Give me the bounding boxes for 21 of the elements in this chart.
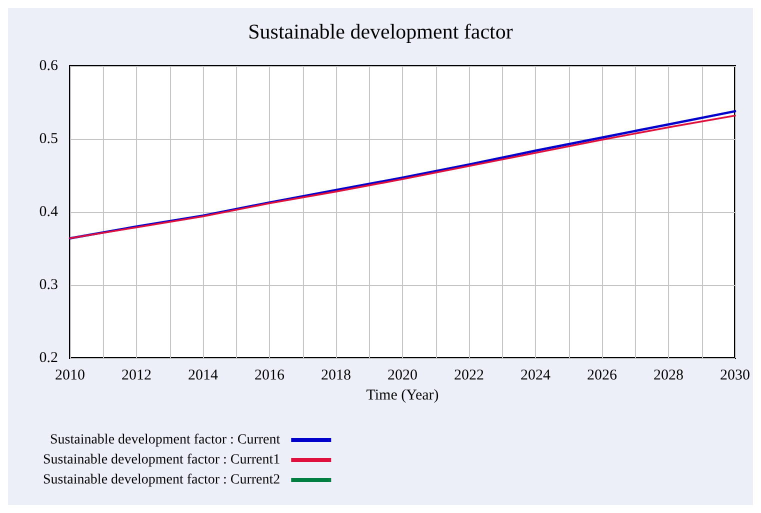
chart-title: Sustainable development factor bbox=[248, 20, 513, 44]
x-tick-label: 2010 bbox=[55, 368, 85, 384]
x-tick-label: 2030 bbox=[720, 368, 750, 384]
y-tick-label: 0.5 bbox=[39, 131, 58, 147]
legend-label: Sustainable development factor : Current2 bbox=[42, 472, 280, 488]
y-tick-label: 0.4 bbox=[39, 204, 58, 220]
x-axis-title: Time (Year) bbox=[366, 388, 439, 404]
y-tick-label: 0.6 bbox=[39, 58, 58, 74]
legend-label: Sustainable development factor : Current bbox=[50, 432, 280, 448]
x-tick-label: 2016 bbox=[254, 368, 285, 384]
x-tick-label: 2028 bbox=[654, 368, 684, 384]
y-tick-label: 0.2 bbox=[39, 350, 58, 366]
x-tick-label: 2014 bbox=[188, 368, 218, 384]
x-tick-label: 2012 bbox=[122, 368, 152, 384]
x-tick-label: 2018 bbox=[321, 368, 351, 384]
x-tick-label: 2020 bbox=[388, 368, 418, 384]
y-tick-label: 0.3 bbox=[39, 277, 58, 293]
x-tick-label: 2024 bbox=[520, 368, 551, 384]
x-tick-label: 2026 bbox=[587, 368, 618, 384]
legend-label: Sustainable development factor : Current1 bbox=[42, 452, 280, 468]
x-tick-label: 2022 bbox=[454, 368, 484, 384]
